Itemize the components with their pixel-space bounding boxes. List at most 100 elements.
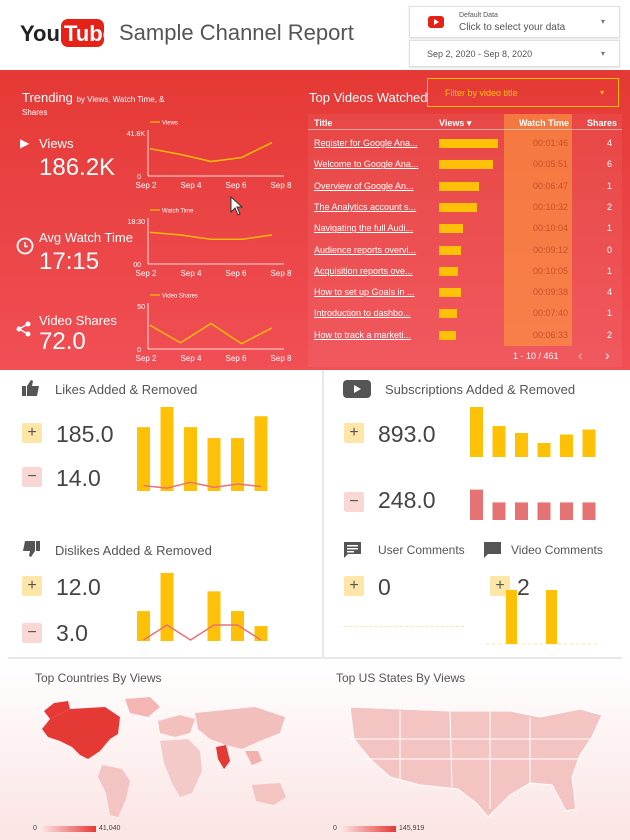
- col-watch-header[interactable]: Watch Time: [519, 118, 570, 128]
- youtube-logo: You Tube: [20, 19, 104, 47]
- shares-cell: 1: [606, 180, 612, 191]
- minus-icon: −: [22, 467, 42, 487]
- plus-icon: +: [22, 576, 42, 596]
- youtube-play-icon: [343, 380, 371, 398]
- x-tick-label: Sep 2: [136, 269, 157, 278]
- bar: [582, 502, 596, 520]
- table-row[interactable]: The Analytics account s... 00:10:32 2: [308, 199, 622, 217]
- mouse-cursor-icon: [230, 196, 244, 216]
- table-row[interactable]: Overview of Google An... 00:06:47 1: [308, 178, 622, 196]
- video-comments-bar-chart: [486, 590, 598, 645]
- countries-legend-bar: [40, 826, 96, 832]
- plus-icon: +: [490, 576, 510, 596]
- x-tick-label: Sep 4: [181, 354, 202, 363]
- views-value: 186.2K: [39, 154, 116, 181]
- shares-cell: 4: [606, 287, 612, 298]
- views-bar: [439, 288, 461, 298]
- world-map[interactable]: [30, 689, 300, 824]
- user-comments-value: 0: [378, 574, 391, 600]
- video-title-link[interactable]: Acquisition reports ove...: [314, 265, 413, 276]
- views-bar: [439, 266, 458, 276]
- video-title-link[interactable]: Register for Google Ana...: [314, 138, 418, 148]
- trending-title: Trending by Views, Watch Time, &: [22, 90, 165, 105]
- dislikes-title: Dislikes Added & Removed: [55, 543, 212, 558]
- chevron-down-icon: ▾: [599, 88, 604, 97]
- trending-subtitle: Shares: [22, 108, 48, 117]
- video-title-link[interactable]: How to track a marketi...: [314, 329, 412, 340]
- col-views-header[interactable]: Views ▾: [439, 118, 472, 128]
- bar: [560, 434, 573, 457]
- shares-label: Video Shares: [39, 313, 117, 328]
- col-shares-header[interactable]: Shares: [587, 118, 618, 128]
- col-title-header[interactable]: Title: [314, 118, 333, 128]
- video-title-link[interactable]: Welcome to Google Ana...: [314, 159, 419, 170]
- chevron-right-icon[interactable]: ›: [605, 347, 610, 363]
- data-source-label: Default Data: [459, 12, 498, 19]
- bar: [231, 611, 244, 641]
- report-header: You Tube Sample Channel Report Default D…: [0, 0, 630, 70]
- video-title-link[interactable]: Overview of Google An...: [314, 180, 414, 191]
- thumbs-up-icon: [22, 380, 39, 396]
- table-row[interactable]: Welcome to Google Ana... 00:05:51 6: [308, 156, 622, 174]
- video-title-link[interactable]: Navigating the full Audi...: [314, 223, 414, 234]
- bar: [137, 427, 150, 491]
- video-title-link[interactable]: Introduction to dashbo...: [314, 308, 411, 319]
- shares-cell: 6: [606, 159, 612, 170]
- date-range-picker[interactable]: Sep 2, 2020 - Sep 8, 2020 ▾: [409, 40, 620, 67]
- y-min-label: 0: [137, 347, 141, 354]
- table-row[interactable]: Register for Google Ana... 00:01:46 4: [308, 135, 622, 153]
- x-tick-label: Sep 6: [226, 181, 247, 190]
- bar: [470, 407, 483, 457]
- views-line-svg: 41.8K 0 Views Sep 2 Sep 4 Sep 6 Sep 8: [127, 121, 292, 191]
- bar: [184, 427, 197, 491]
- watch-time-cell: 00:01:46: [533, 138, 569, 148]
- shares-line-svg: 50 0 Video Shares Sep 2 Sep 4 Sep 6 Sep 8: [136, 294, 292, 364]
- countries-legend-max: 41,040: [99, 825, 121, 832]
- data-source-action: Click to select your data: [459, 22, 566, 33]
- video-title-filter[interactable]: Filter by video title ▾: [427, 78, 619, 107]
- legend-label: Video Shares: [162, 294, 198, 300]
- views-bar: [439, 139, 498, 148]
- trending-section: Trending by Views, Watch Time, & Shares …: [0, 70, 630, 370]
- views-bar: [439, 181, 479, 191]
- share-icon: [16, 321, 31, 337]
- table-row[interactable]: How to track a marketi... 00:06:33 2: [308, 327, 622, 345]
- filter-label: Filter by video title: [445, 88, 518, 98]
- video-title-link[interactable]: The Analytics account s...: [314, 201, 417, 212]
- bar: [254, 626, 268, 641]
- svg-text:Tube: Tube: [64, 21, 104, 46]
- y-max-label: 18:30: [127, 219, 145, 226]
- video-title-link[interactable]: Audience reports overvi...: [314, 244, 417, 255]
- watch-time-cell: 00:07:40: [533, 308, 569, 319]
- states-legend-max: 145,919: [399, 825, 425, 832]
- table-row[interactable]: Audience reports overvi... 00:09:12 0: [308, 242, 622, 260]
- plus-icon: +: [344, 576, 364, 596]
- bar: [207, 438, 221, 491]
- subs-added-bar-chart: [470, 407, 596, 457]
- x-tick-label: Sep 4: [181, 269, 202, 278]
- table-row[interactable]: How to set up Goals in ... 00:09:38 4: [308, 284, 622, 302]
- y-max-label: 50: [137, 304, 145, 311]
- clock-icon: [16, 237, 34, 255]
- views-bar: [439, 202, 477, 212]
- chevron-left-icon[interactable]: ‹: [578, 347, 583, 363]
- likes-title: Likes Added & Removed: [55, 382, 198, 397]
- video-title-link[interactable]: How to set up Goals in ...: [314, 287, 415, 298]
- user-comments-title: User Comments: [378, 543, 465, 557]
- us-states-map[interactable]: [340, 699, 610, 823]
- table-row[interactable]: Acquisition reports ove... 00:10:05 1: [308, 263, 622, 281]
- table-row[interactable]: Navigating the full Audi... 00:10:04 1: [308, 220, 622, 238]
- data-source-selector[interactable]: Default Data Click to select your data ▾: [409, 6, 620, 38]
- bar: [254, 416, 268, 491]
- table-row[interactable]: Introduction to dashbo... 00:07:40 1: [308, 305, 622, 323]
- table-header-divider: [308, 129, 622, 130]
- comment-icon: [484, 542, 501, 558]
- top-videos-table: Title Views ▾ Watch Time Shares Register…: [308, 114, 622, 367]
- chevron-down-icon: ▾: [600, 49, 605, 58]
- countries-map-title: Top Countries By Views: [35, 671, 162, 685]
- views-label: Views: [39, 136, 74, 151]
- pagination-label: 1 - 10 / 461: [513, 351, 559, 361]
- watch-time-value: 17:15: [39, 248, 100, 275]
- watch-time-cell: 00:06:47: [533, 180, 569, 191]
- views-trend-chart: 41.8K 0 Views Sep 2 Sep 4 Sep 6 Sep 8: [118, 120, 293, 191]
